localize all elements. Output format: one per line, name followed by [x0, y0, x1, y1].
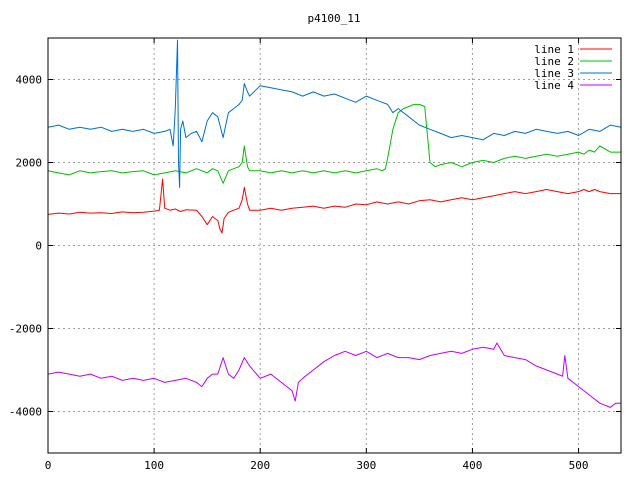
x-tick-label: 0 [45, 459, 52, 472]
series-line-1 [47, 178, 621, 234]
y-tick-label: 0 [35, 240, 42, 253]
y-tick-label: -4000 [9, 406, 42, 419]
x-tick-label: 400 [463, 459, 483, 472]
x-tick-label: 300 [356, 459, 376, 472]
legend-label-3: line 3 [534, 67, 574, 80]
series-line-2 [47, 103, 621, 184]
axis-ticks: 0 100 200 300 400 500 -4000 -2000 0 2000 4000 [9, 38, 621, 472]
grid-lines [48, 38, 621, 453]
legend-label-2: line 2 [534, 55, 574, 68]
x-tick-label: 500 [569, 459, 589, 472]
y-tick-label: 4000 [16, 74, 43, 87]
series-lines [47, 39, 622, 408]
series-line-3 [47, 39, 622, 188]
legend-label-4: line 4 [534, 79, 574, 92]
legend-label-1: line 1 [534, 43, 574, 56]
x-tick-label: 200 [250, 459, 270, 472]
series-line-4 [47, 342, 621, 408]
x-tick-label: 100 [144, 459, 164, 472]
y-tick-label: -2000 [9, 323, 42, 336]
chart-title: p4100_11 [308, 12, 361, 25]
y-tick-label: 2000 [16, 157, 43, 170]
plot-frame [47, 37, 622, 454]
